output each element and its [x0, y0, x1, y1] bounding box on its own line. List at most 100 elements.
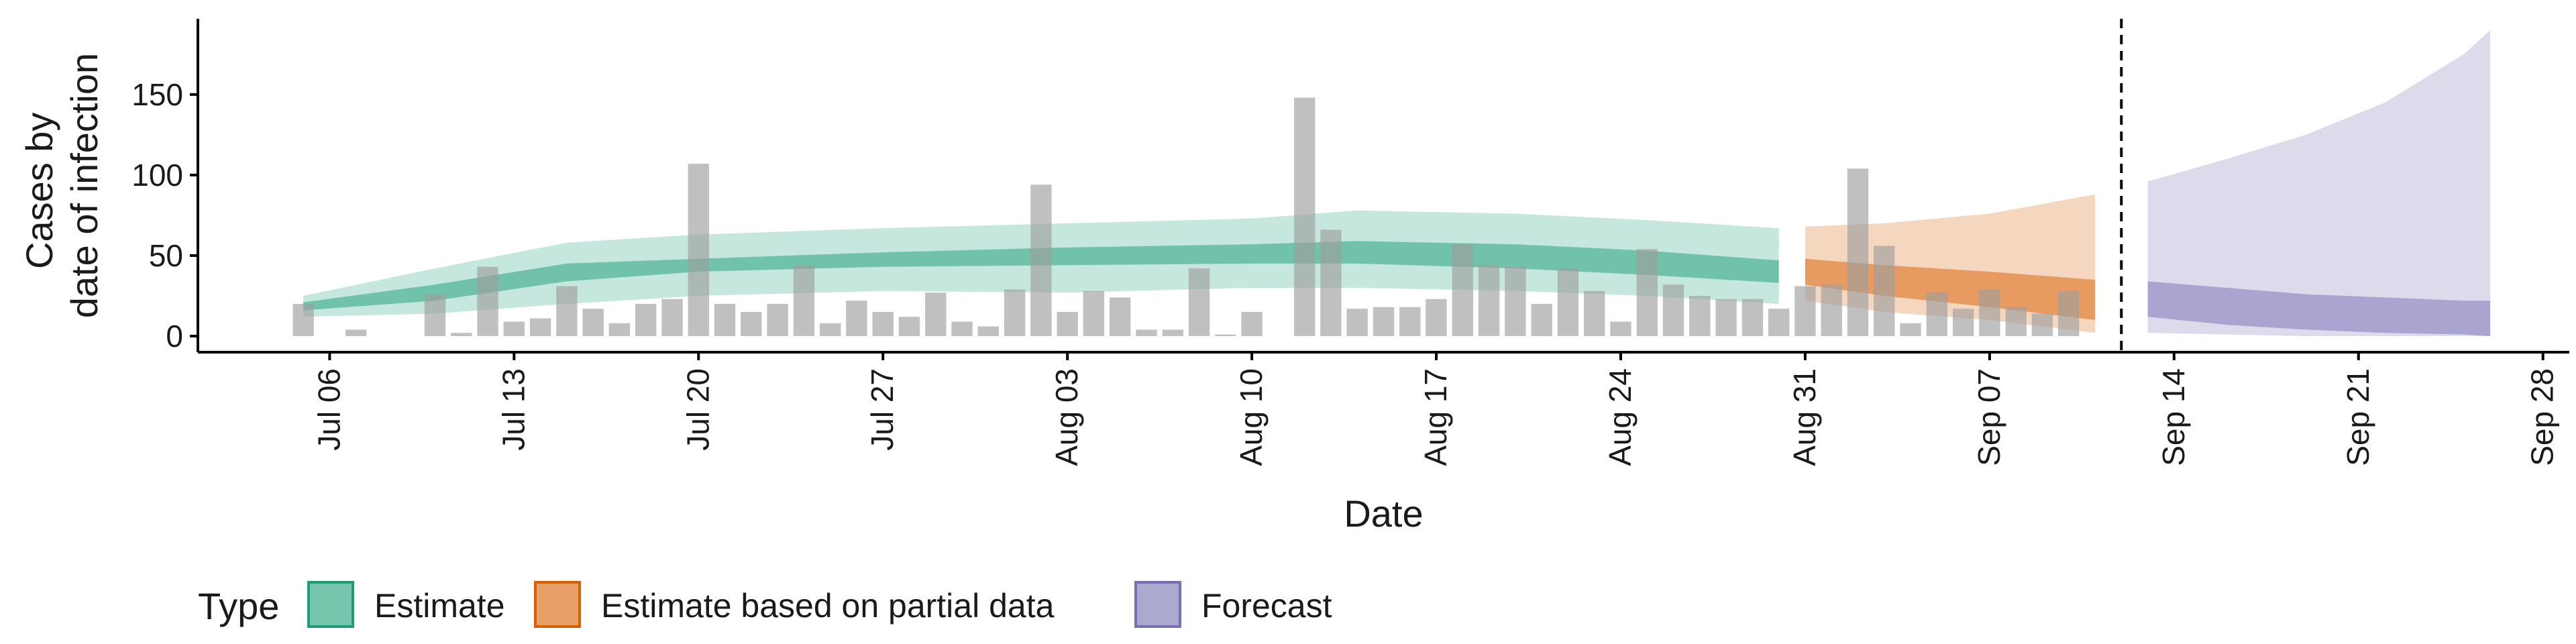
legend-label: Estimate based on partial data: [601, 587, 1055, 625]
case-bar: [635, 304, 657, 336]
y-axis-title-line-2: date of infection: [63, 53, 105, 318]
x-tick-label: Aug 24: [1603, 368, 1638, 466]
case-bar: [898, 317, 920, 336]
case-bar: [767, 304, 788, 336]
case-bar: [1531, 304, 1552, 336]
case-bar: [1662, 284, 1684, 336]
case-bar: [2005, 307, 2027, 336]
y-axis-ticks: 0 50 100 150: [131, 77, 198, 354]
case-bar: [1188, 268, 1210, 336]
case-bar: [1874, 246, 1895, 336]
legend-swatch: [307, 581, 354, 628]
case-bar: [1162, 329, 1183, 336]
case-bar: [714, 304, 736, 336]
case-bar: [820, 323, 841, 336]
observed-case-bars: [292, 97, 2080, 336]
case-bar: [1452, 244, 1473, 336]
case-bar: [1346, 309, 1368, 336]
case-bar: [1584, 290, 1605, 336]
case-bar: [1373, 307, 1395, 336]
legend: Type Estimate Estimate based on partial d…: [198, 581, 1332, 628]
legend-title: Type: [198, 585, 279, 627]
legend-swatch: [1134, 581, 1181, 628]
case-bar: [1426, 299, 1447, 336]
case-bar: [292, 304, 314, 336]
case-bar: [1689, 296, 1711, 336]
legend-swatch: [534, 581, 581, 628]
case-bar: [977, 326, 999, 336]
case-bar: [608, 323, 631, 336]
case-bar: [793, 265, 815, 336]
case-bar: [2031, 313, 2053, 336]
case-bar: [1821, 284, 1842, 336]
case-bar: [1083, 290, 1105, 336]
x-tick-label: Aug 31: [1787, 368, 1822, 466]
case-bar: [951, 321, 973, 336]
case-bar: [345, 329, 367, 336]
case-bar: [1241, 312, 1263, 336]
x-axis-ticks: Jul 06 Jul 13 Jul 20 Jul 27 Aug 03 Aug 10 Aug …: [311, 352, 2560, 466]
case-bar: [1030, 184, 1052, 336]
x-tick-label: Jul 20: [680, 368, 715, 451]
case-bar: [846, 301, 867, 336]
case-bar: [1952, 309, 1974, 336]
y-tick-label: 0: [166, 319, 183, 354]
y-tick-label: 100: [131, 158, 183, 193]
case-bar: [503, 321, 525, 336]
x-tick-label: Jul 06: [311, 368, 346, 451]
y-axis-title-line-1: Cases by: [18, 113, 60, 269]
case-bar: [1057, 312, 1078, 336]
case-bar: [1557, 268, 1579, 336]
x-tick-label: Jul 27: [865, 368, 900, 451]
case-bar: [1768, 309, 1790, 336]
case-bar: [1004, 289, 1026, 336]
case-bar: [661, 299, 683, 336]
case-bar: [1741, 299, 1764, 336]
case-bar: [1320, 229, 1342, 336]
case-bar: [451, 333, 472, 336]
case-bar: [529, 318, 551, 336]
case-bar: [424, 294, 446, 336]
case-bar: [1636, 249, 1658, 336]
x-axis-title: Date: [1344, 492, 1423, 535]
case-bar: [1505, 266, 1526, 336]
case-bar: [1399, 307, 1421, 336]
estimate-band-50: [303, 241, 1779, 311]
case-bar: [1478, 265, 1500, 336]
case-bar: [1136, 329, 1157, 336]
y-tick-label: 150: [131, 77, 183, 112]
case-bar: [1110, 297, 1131, 336]
forecast-band-50: [2147, 281, 2491, 336]
x-tick-label: Sep 21: [2341, 368, 2375, 466]
case-bar: [1794, 286, 1816, 336]
case-bar: [1610, 321, 1631, 336]
case-bar: [582, 309, 604, 336]
case-bar: [1926, 292, 1947, 336]
case-bar: [2058, 290, 2080, 336]
case-bar: [1294, 97, 1316, 336]
y-axis-title: Cases by date of infection: [18, 53, 105, 318]
estimate-bands: [303, 30, 2491, 337]
x-tick-label: Aug 10: [1234, 368, 1269, 466]
forecast-band-90: [2147, 30, 2491, 337]
case-bar: [1900, 323, 1921, 336]
x-tick-label: Sep 14: [2156, 368, 2191, 466]
case-bar: [1979, 289, 2000, 336]
case-bar: [872, 312, 894, 336]
case-bar: [1215, 334, 1236, 336]
x-tick-label: Sep 28: [2525, 368, 2560, 466]
y-tick-label: 50: [149, 238, 183, 273]
case-bar: [556, 286, 578, 336]
case-bar: [741, 312, 762, 336]
case-bar: [925, 292, 947, 336]
x-tick-label: Sep 07: [1972, 368, 2006, 466]
case-bar: [1847, 168, 1869, 336]
x-tick-label: Aug 17: [1418, 368, 1453, 466]
legend-label: Estimate: [374, 587, 505, 625]
x-tick-label: Jul 13: [496, 368, 531, 451]
x-tick-label: Aug 03: [1049, 368, 1084, 466]
legend-label: Forecast: [1201, 587, 1332, 625]
case-bar: [477, 266, 498, 336]
case-bar: [1715, 299, 1737, 336]
case-bar: [688, 164, 709, 336]
